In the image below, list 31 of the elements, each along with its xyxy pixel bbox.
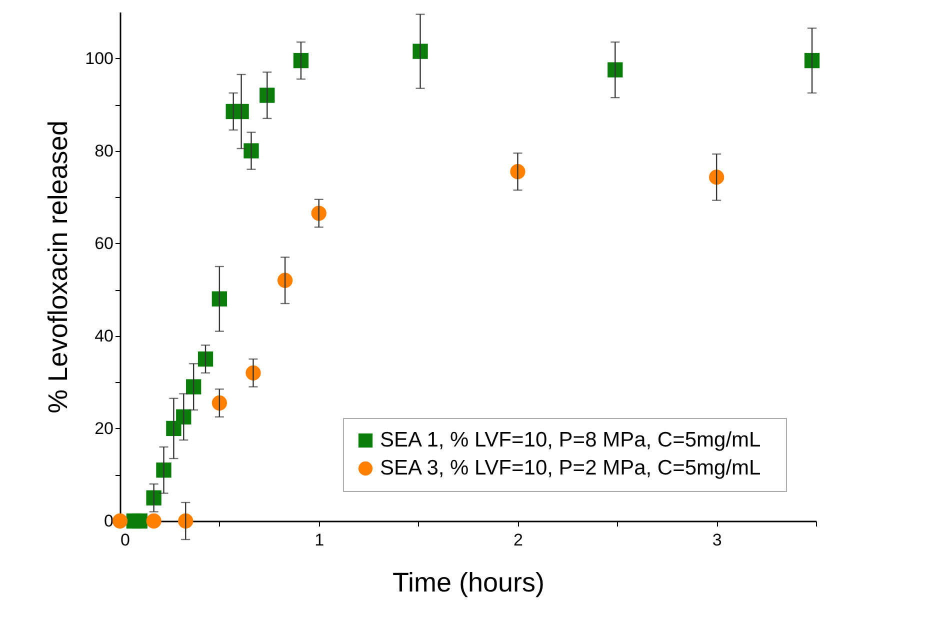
point	[178, 513, 194, 529]
point	[311, 206, 326, 221]
x-tick-label: 0	[120, 530, 130, 550]
point	[412, 44, 428, 59]
x-tick-label: 3	[712, 530, 722, 550]
x-tick-label: 2	[513, 530, 523, 550]
x-tick-label: 1	[314, 530, 324, 550]
point	[132, 513, 148, 529]
x-axis-title: Time (hours)	[392, 568, 545, 598]
y-tick-label: 60	[94, 234, 114, 253]
y-tick-label: 100	[85, 48, 114, 68]
y-tick-label: 80	[94, 141, 114, 160]
y-tick-label: 40	[94, 326, 114, 346]
point	[260, 88, 275, 103]
point	[112, 513, 128, 529]
point	[212, 291, 228, 306]
point	[277, 272, 293, 288]
point	[176, 409, 192, 424]
point	[708, 170, 724, 185]
y-axis-title: % Levofloxacin released	[43, 120, 74, 414]
point	[146, 513, 162, 529]
y-tick-label: 0	[104, 512, 114, 530]
point	[293, 53, 309, 68]
point	[186, 379, 202, 394]
point	[804, 53, 820, 68]
legend-label: SEA 3, % LVF=10, P=2 MPa, C=5mg/mL	[380, 456, 761, 480]
point	[212, 395, 228, 411]
point	[198, 351, 214, 367]
y-tick-label: 20	[94, 418, 114, 438]
legend-label: SEA 1, % LVF=10, P=8 MPa, C=5mg/mL	[380, 428, 761, 452]
point	[156, 462, 172, 478]
